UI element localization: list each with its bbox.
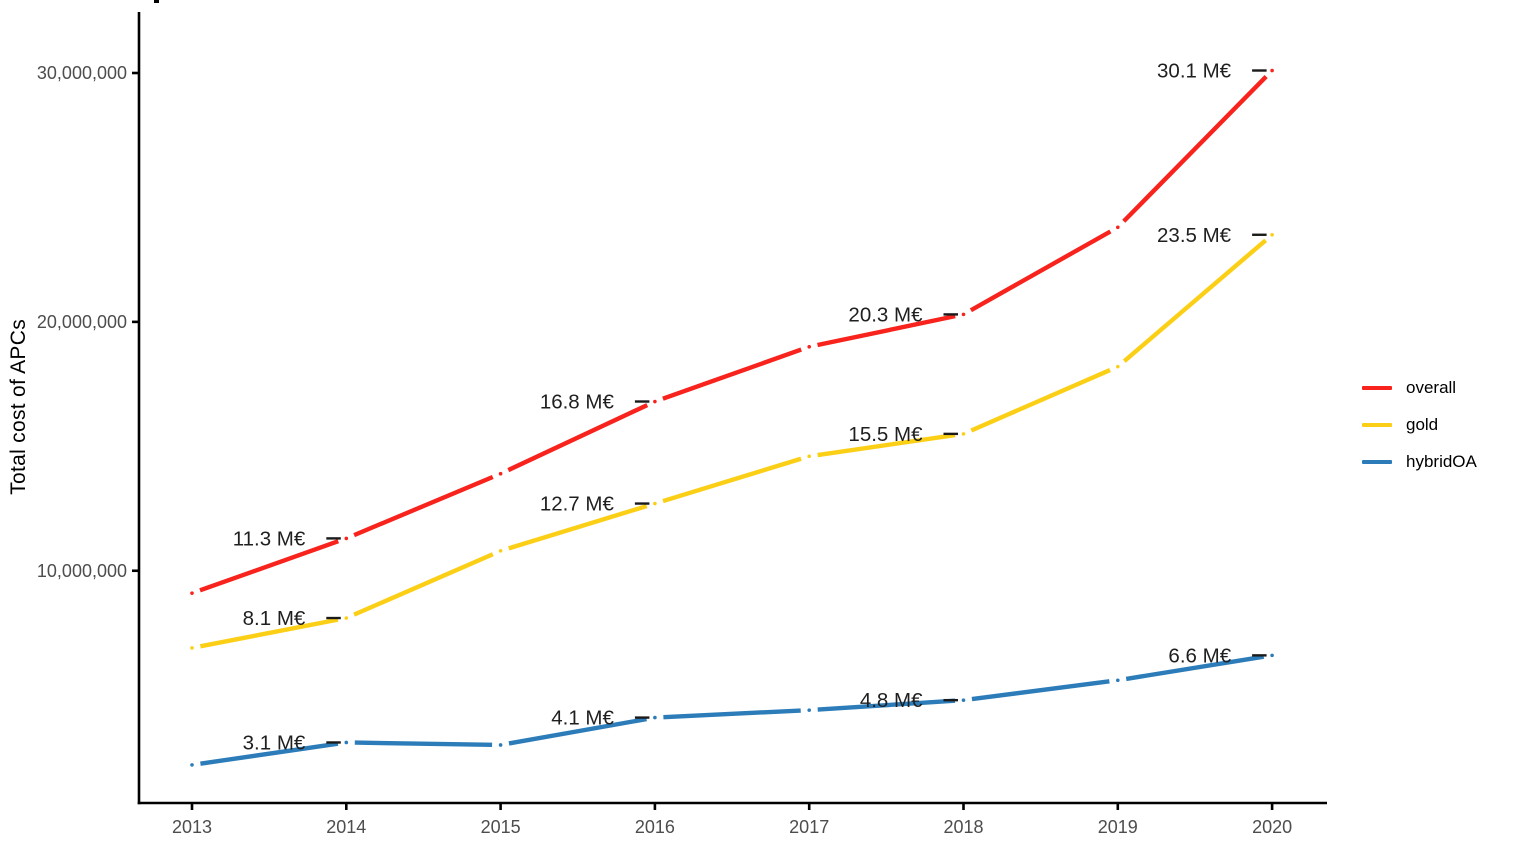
legend-label-gold: gold [1406,415,1439,434]
point-label: 4.1 M€ [551,707,614,730]
legend-key-line-gold [1362,422,1392,428]
series-point-gold [961,432,966,436]
series-point-overall [961,312,966,317]
point-label: 12.7 M€ [540,493,615,516]
point-label: 3.1 M€ [243,731,306,754]
series-point-overall [653,399,657,404]
x-tick-label: 2015 [481,817,521,837]
series-point-hybridOA [498,743,503,747]
point-label: 8.1 M€ [243,607,306,630]
series-point-gold [1116,364,1120,369]
series-segment-hybridOA [508,716,647,746]
point-label: 6.6 M€ [1168,644,1231,667]
series-segment-hybridOA [200,741,339,766]
x-tick-label: 2016 [635,817,675,837]
series-point-hybridOA [344,740,349,745]
legend-item-gold: gold [1362,410,1477,440]
series-point-overall [807,344,811,349]
series-point-gold [807,454,811,459]
series-point-overall [190,591,194,595]
series-segment-overall [817,313,956,348]
series-segment-overall [199,539,340,593]
series-point-hybridOA [1270,653,1274,658]
series-segment-overall [507,403,649,473]
x-tick-label: 2017 [789,817,829,837]
legend: overall gold hybridOA [1362,373,1477,484]
series-point-overall [1116,225,1120,230]
x-tick-label: 2019 [1098,817,1138,837]
series-point-gold [498,549,503,553]
x-tick-label: 2020 [1252,817,1292,837]
cropped-mark-artifact [154,0,159,3]
series-segment-gold [817,432,956,458]
series-segment-gold [1122,238,1268,363]
legend-label-hybridOA: hybridOA [1406,452,1477,471]
point-label: 16.8 M€ [540,391,615,414]
series-segment-gold [508,503,648,551]
x-tick-label: 2018 [943,817,983,837]
series-segment-hybridOA [971,679,1110,702]
series-point-hybridOA [653,715,657,720]
series-point-overall [344,536,349,541]
series-segment-hybridOA [663,708,801,720]
series-segment-hybridOA [1125,654,1265,682]
series-point-overall [1270,68,1274,73]
series-segment-gold [662,456,802,504]
series-point-gold [344,616,349,620]
point-label: 11.3 M€ [233,527,306,550]
series-point-gold [653,501,657,506]
legend-item-hybridOA: hybridOA [1362,447,1477,477]
point-label: 30.1 M€ [1157,60,1232,83]
series-segment-gold [970,368,1111,433]
legend-key-line-overall [1362,385,1392,391]
series-segment-gold [199,617,339,649]
series-point-gold [190,646,194,650]
x-tick-label: 2014 [326,817,366,837]
series-segment-overall [662,347,802,401]
series-point-gold [1270,232,1274,237]
series-point-overall [498,471,503,476]
point-label: 4.8 M€ [860,689,923,712]
y-tick-label: 30,000,000 [37,63,127,83]
x-tick-label: 2013 [172,817,212,837]
y-tick-label: 10,000,000 [37,561,127,581]
series-segment-overall [353,474,494,538]
series-point-hybridOA [190,763,194,767]
legend-key-line-hybridOA [1362,459,1392,465]
series-segment-overall [969,229,1112,313]
legend-label-overall: overall [1406,378,1457,397]
y-tick-label: 20,000,000 [37,312,127,332]
point-label: 15.5 M€ [848,423,923,446]
series-segment-overall [1122,75,1268,223]
series-segment-hybridOA [354,740,493,748]
series-point-hybridOA [807,708,811,712]
series-segment-hybridOA [817,698,956,712]
series-point-hybridOA [1116,678,1120,683]
point-label: 23.5 M€ [1157,224,1232,247]
legend-item-overall: overall [1362,373,1477,403]
series-point-hybridOA [961,698,966,702]
point-label: 20.3 M€ [848,303,923,326]
series-segment-gold [353,552,494,617]
